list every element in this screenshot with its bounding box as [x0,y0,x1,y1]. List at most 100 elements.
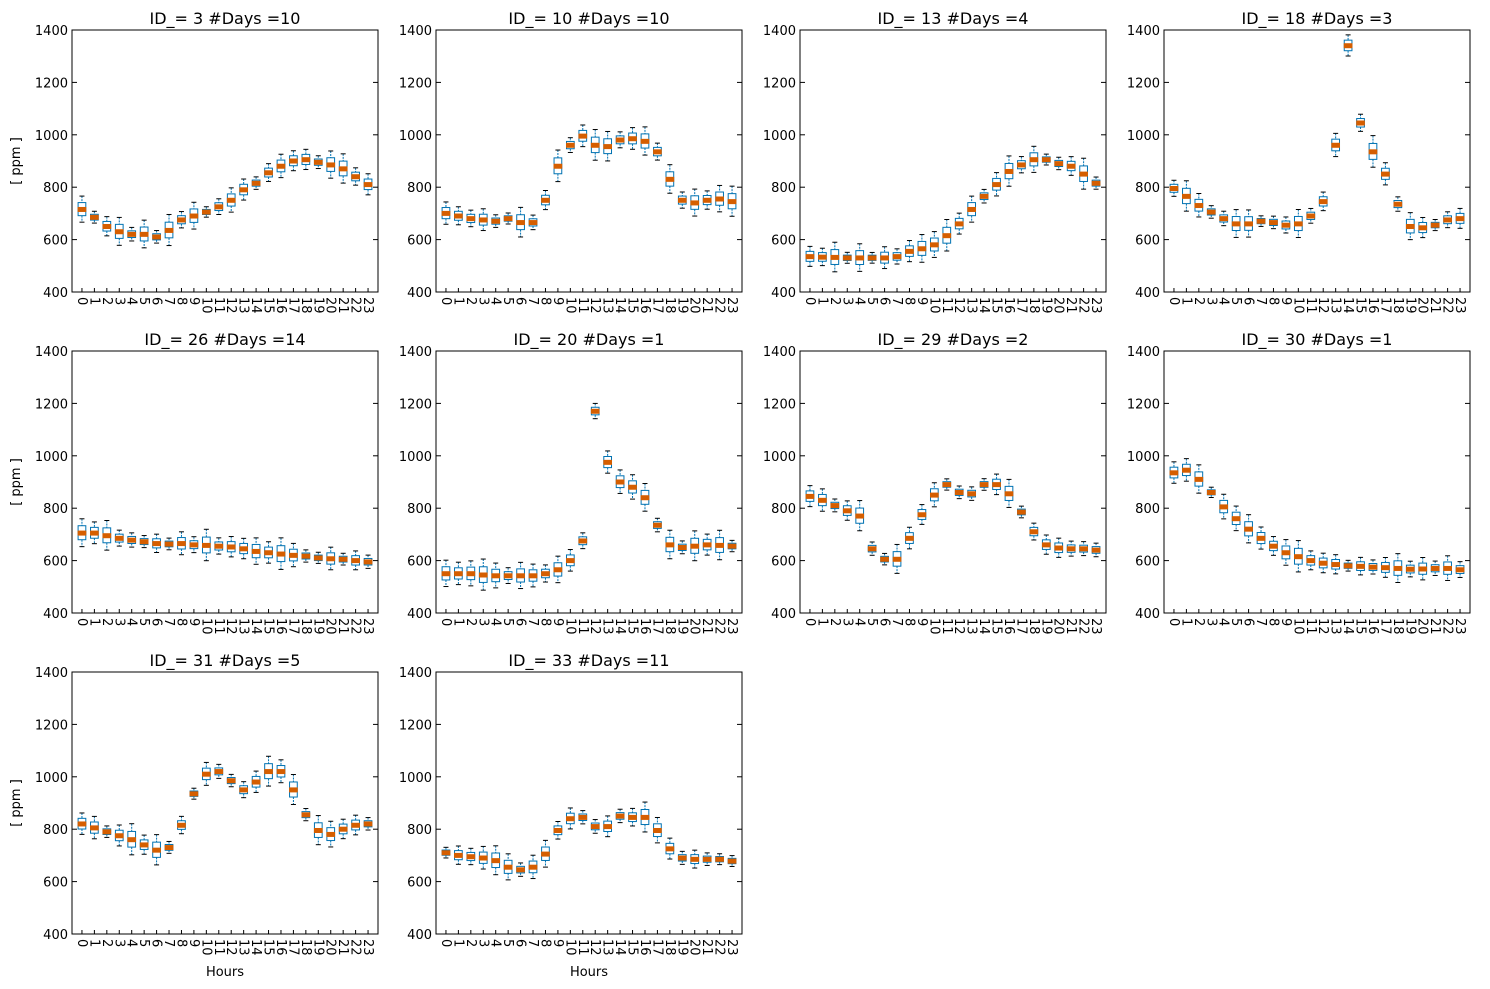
box-hour-10 [1293,540,1303,573]
x-tick-label: 19 [310,618,325,635]
x-tick-label: 3 [111,618,126,626]
box-hour-23 [363,554,373,569]
box-hour-2 [830,241,840,273]
x-tick-label: 14 [612,939,627,956]
x-tick-label: 2 [463,618,478,626]
y-tick-label: 600 [1135,234,1160,249]
x-tick-label: 17 [1377,297,1392,314]
box-hour-5 [1231,209,1241,238]
box-hour-16 [276,537,286,570]
x-tick-label: 13 [1328,618,1343,635]
box-hour-5 [503,567,513,584]
x-tick-label: 11 [1303,618,1318,635]
box-hour-3 [478,845,488,870]
box-hour-20 [326,546,336,571]
x-tick-label: 15 [625,618,640,635]
plot-frame [71,350,379,614]
box-hour-17 [289,542,298,568]
box-hour-8 [905,240,914,263]
box-hour-23 [1091,176,1101,190]
x-tick-label: 6 [1241,297,1256,305]
x-tick-label: 11 [1303,297,1318,314]
box-hour-20 [326,820,336,848]
x-tick-label: 3 [839,297,854,305]
box-hour-14 [615,808,625,824]
subplot-title: ID_= 18 #Days =3 [1242,9,1393,29]
x-tick-label: 5 [136,618,151,626]
x-tick-label: 21 [335,297,350,314]
box-hour-17 [1381,162,1390,186]
y-tick-label: 800 [43,502,68,517]
x-tick-label: 1 [450,297,465,305]
box-hour-3 [842,251,852,264]
box-hour-12 [954,485,964,500]
x-tick-label: 0 [438,297,453,305]
x-tick-label: 13 [600,939,615,956]
box-hour-2 [1194,193,1204,218]
x-tick-label: 0 [802,297,817,305]
y-tick-label: 1000 [399,771,432,786]
box-hour-10 [929,231,939,258]
x-tick-label: 9 [1278,618,1293,626]
box-hour-6 [516,206,525,238]
y-tick-label: 600 [43,234,68,249]
box-hour-22 [715,529,724,561]
x-tick-label: 0 [74,618,89,626]
box-hour-21 [702,533,712,556]
box-hour-2 [466,560,476,587]
x-tick-label: 23 [724,939,739,956]
box-hour-13 [1331,554,1341,575]
x-tick-label: 13 [600,297,615,314]
x-tick-label: 8 [901,618,916,626]
y-tick-label: 600 [43,876,68,891]
x-tick-label: 13 [1328,297,1343,314]
box-hour-14 [615,469,625,494]
box-hour-15 [628,474,637,500]
box-hour-14 [615,131,625,149]
x-tick-label: 18 [1026,297,1041,314]
box-hour-23 [727,539,737,553]
x-tick-label: 15 [989,618,1004,635]
x-tick-label: 8 [537,939,552,947]
subplot-title: ID_= 3 #Days =10 [150,9,301,29]
x-tick-label: 10 [562,939,577,956]
x-tick-label: 1 [814,297,829,305]
x-tick-label: 9 [550,939,565,947]
subplot-8: ID_= 30 #Days =1400600800100012001400012… [1127,330,1471,635]
y-tick-label: 400 [771,607,796,622]
x-tick-label: 16 [1365,297,1380,314]
box-hour-15 [628,127,637,150]
x-tick-label: 19 [1402,297,1417,314]
box-hour-5 [503,212,513,225]
x-tick-label: 2 [99,297,114,305]
box-hour-0 [77,195,87,223]
y-tick-label: 800 [407,823,432,838]
x-tick-label: 1 [1178,618,1193,626]
box-hour-10 [565,549,575,572]
x-tick-label: 23 [724,297,739,314]
box-hour-17 [1017,505,1026,519]
box-hour-3 [842,500,852,521]
x-tick-label: 0 [1166,297,1181,305]
x-tick-label: 15 [625,939,640,956]
y-tick-label: 400 [407,607,432,622]
x-tick-label: 16 [637,939,652,956]
box-hour-19 [313,551,323,564]
box-hour-20 [1054,156,1064,171]
box-hour-23 [1091,542,1101,558]
box-hour-9 [1281,216,1291,234]
x-axis-label: Hours [206,965,244,980]
box-hour-20 [690,530,700,562]
x-tick-label: 1 [86,939,101,947]
box-hour-15 [1356,113,1365,132]
x-tick-label: 23 [360,618,375,635]
box-hour-18 [665,164,675,194]
x-tick-label: 2 [99,618,114,626]
y-tick-label: 1400 [399,345,432,360]
box-hour-4 [127,532,137,548]
box-hour-6 [516,561,525,590]
y-tick-label: 400 [43,607,68,622]
box-hour-8 [177,531,186,556]
x-tick-label: 14 [612,297,627,314]
x-tick-label: 13 [600,618,615,635]
